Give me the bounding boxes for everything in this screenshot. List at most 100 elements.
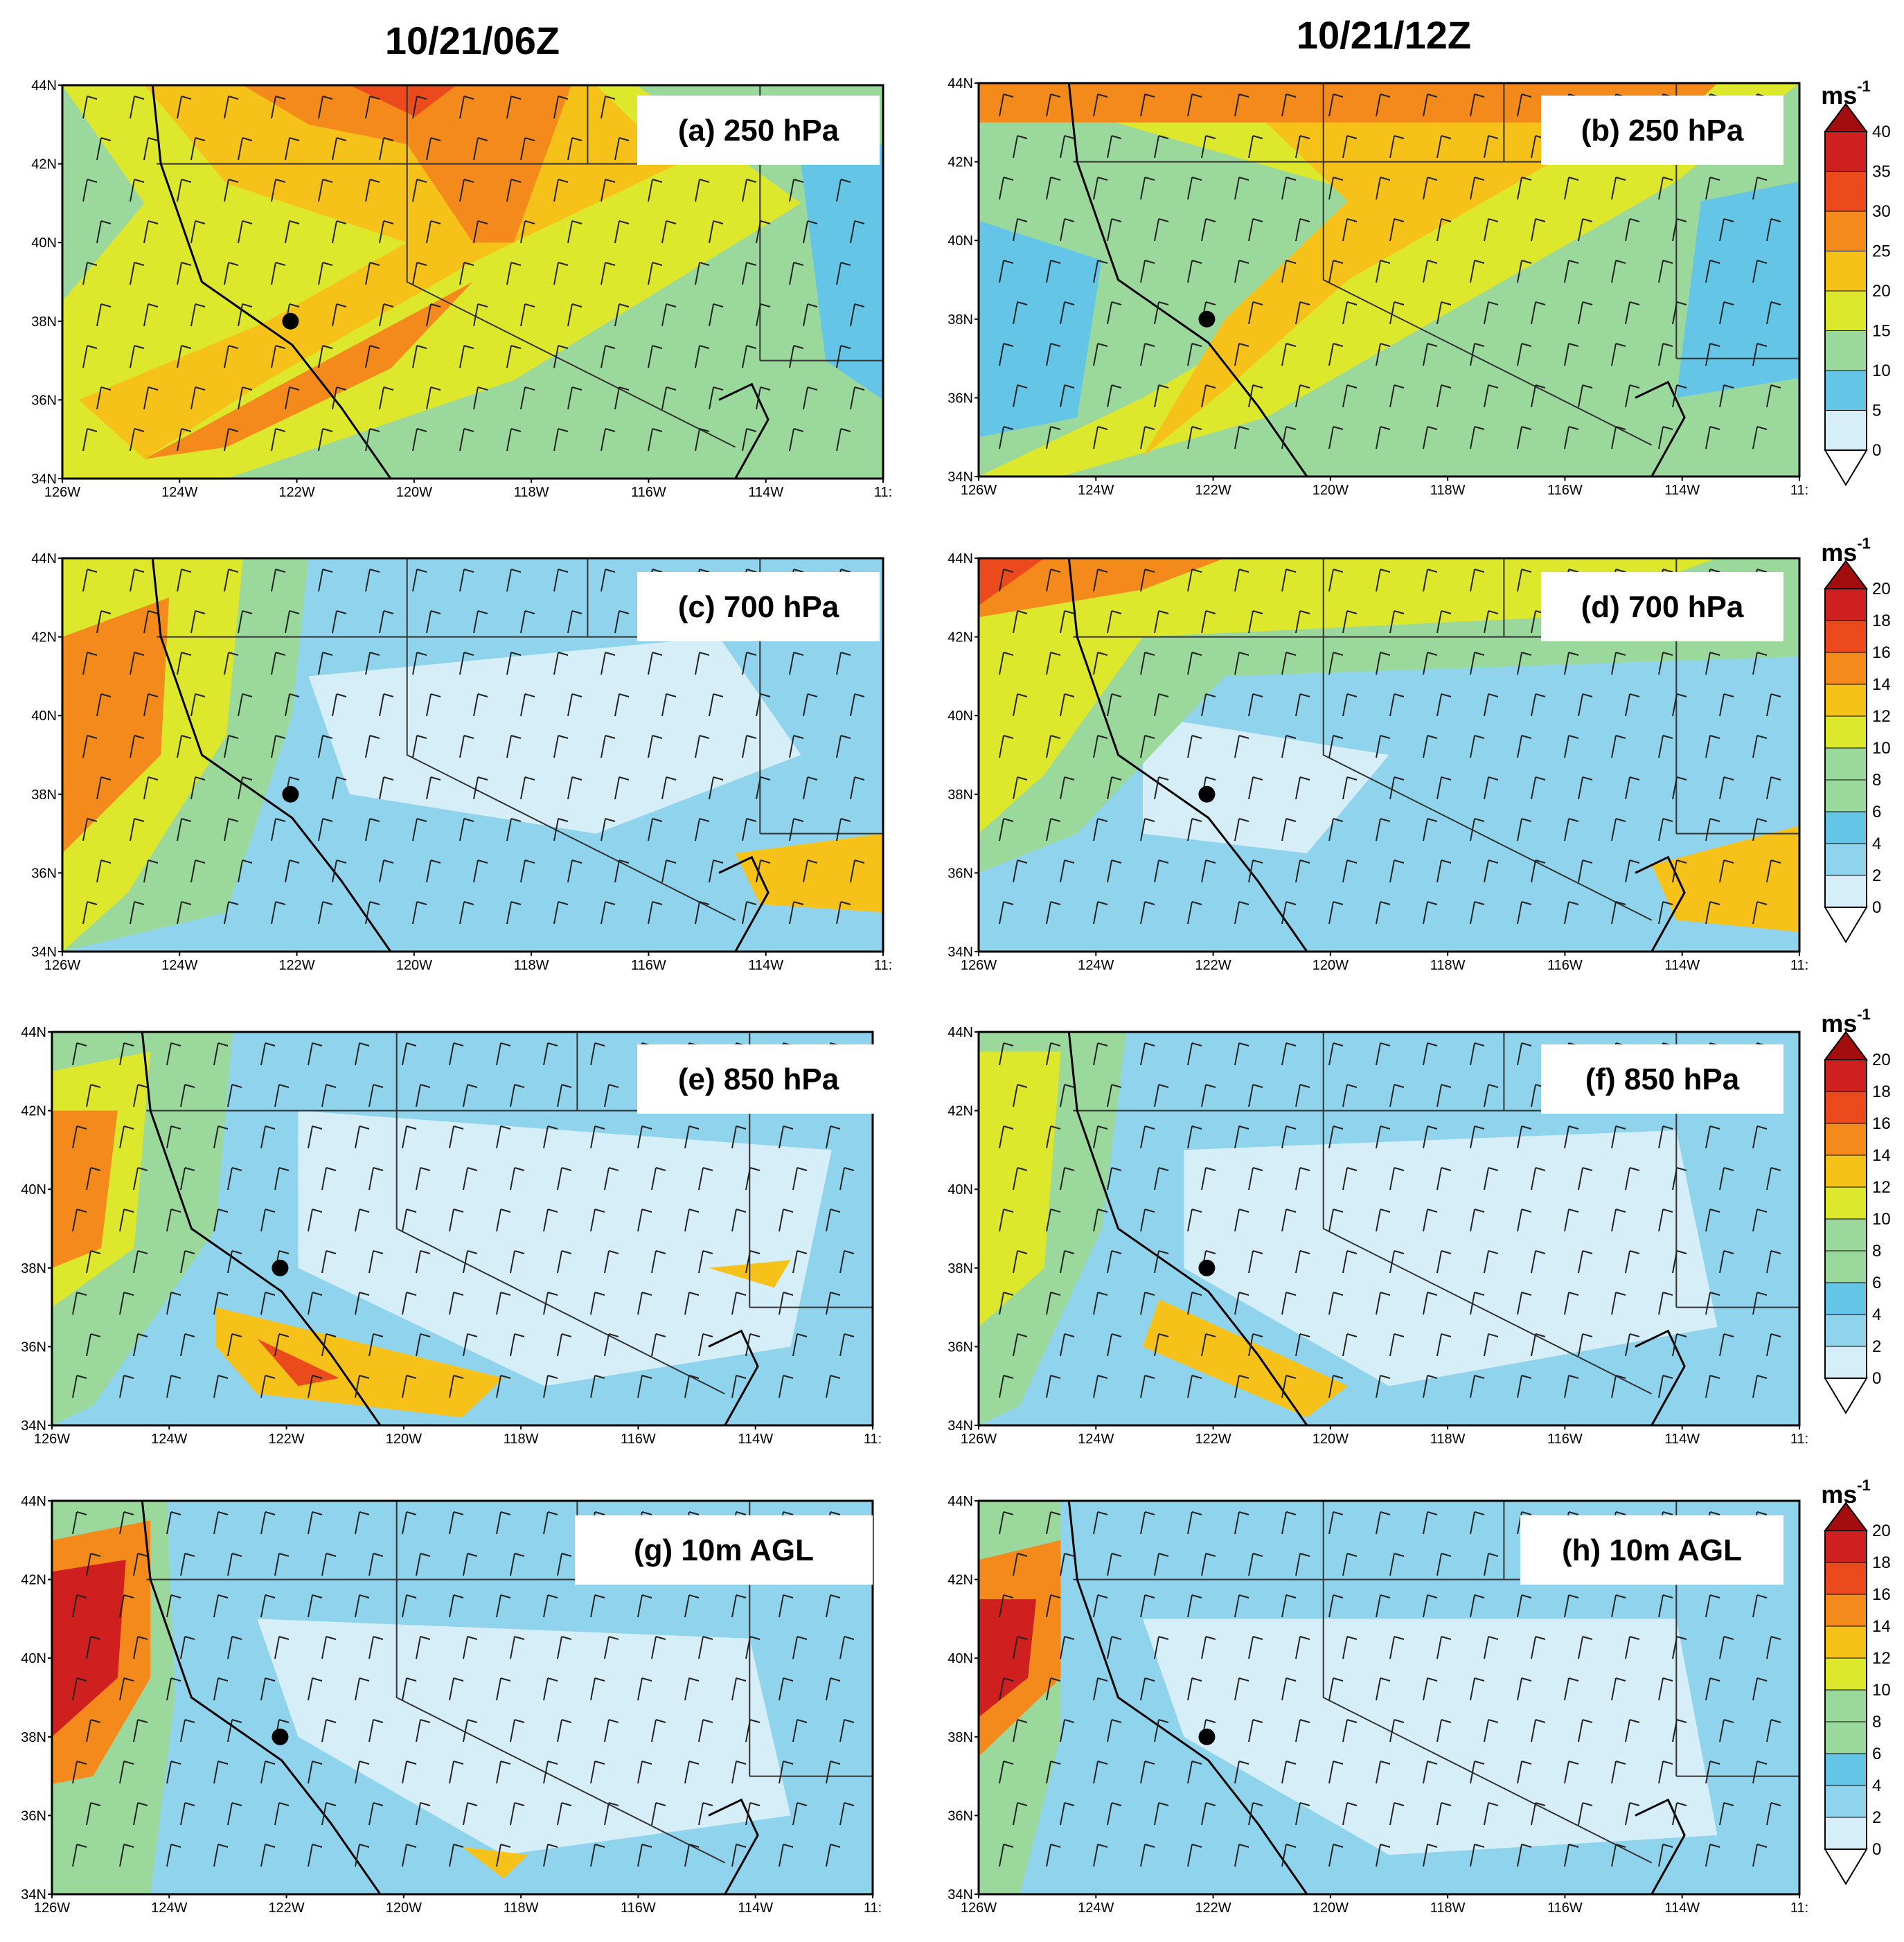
wind-barb xyxy=(426,776,441,800)
wind-barb xyxy=(308,1677,323,1701)
wind-barb xyxy=(1484,301,1499,325)
wind-speed-region xyxy=(462,1846,528,1879)
lat-tick-label: 38N xyxy=(947,1730,973,1745)
wind-barb xyxy=(318,179,333,202)
wind-barb xyxy=(789,652,804,675)
state-boundary xyxy=(406,163,736,448)
colorbar-tick-label: 20 xyxy=(1872,282,1891,301)
wind-barb xyxy=(213,1677,229,1701)
wind-barb xyxy=(368,1084,384,1107)
lon-tick-label: 122W xyxy=(1195,958,1231,973)
wind-barb xyxy=(600,345,616,368)
wind-barb xyxy=(590,1042,605,1066)
panel-label: (a) 250 hPa xyxy=(678,114,839,148)
wind-barb xyxy=(133,1636,148,1659)
wind-barb xyxy=(143,303,159,327)
wind-barb xyxy=(130,428,145,452)
wind-barb xyxy=(143,386,159,410)
wind-speed-region xyxy=(1143,715,1389,853)
wind-barb xyxy=(1328,1511,1344,1535)
wind-barb xyxy=(1013,859,1028,883)
wind-barb xyxy=(826,1677,841,1701)
wind-barb xyxy=(1046,1761,1061,1784)
wind-speed-region xyxy=(257,1339,339,1387)
wind-barb xyxy=(1752,901,1768,925)
wind-barb xyxy=(999,1844,1014,1867)
lat-tick-label: 38N xyxy=(21,1730,46,1745)
wind-barb xyxy=(553,818,569,841)
wind-barb xyxy=(1248,1553,1263,1576)
wind-barb xyxy=(1470,1209,1485,1232)
wind-barb xyxy=(520,386,535,410)
wind-barb xyxy=(1234,1844,1249,1867)
wind-barb xyxy=(1046,818,1061,841)
wind-barb xyxy=(271,818,286,841)
wind-barb xyxy=(130,569,145,592)
wind-barb xyxy=(1013,693,1028,717)
colorbar-unit: ms-1 xyxy=(1821,535,1871,567)
wind-barb xyxy=(1436,301,1452,325)
wind-barb xyxy=(506,345,522,368)
wind-barb xyxy=(1436,859,1452,883)
wind-barb xyxy=(496,1209,511,1232)
wind-barb xyxy=(1672,1636,1687,1659)
colorbar-tick-label: 5 xyxy=(1872,402,1881,420)
wind-barb xyxy=(379,859,394,883)
wind-barb xyxy=(756,776,771,800)
wind-barb xyxy=(590,1594,605,1618)
wind-barb xyxy=(1376,1042,1391,1066)
wind-barb xyxy=(698,1636,713,1659)
river-line xyxy=(718,855,769,952)
wind-barb xyxy=(1625,776,1640,800)
wind-barb xyxy=(72,1209,87,1232)
wind-barb xyxy=(698,1250,713,1274)
wind-barb xyxy=(1564,177,1579,200)
lon-tick-label: 120W xyxy=(1313,1900,1349,1916)
wind-barb xyxy=(1658,1292,1673,1315)
wind-barb xyxy=(648,179,663,202)
wind-barb xyxy=(1295,384,1310,408)
wind-barb xyxy=(1140,426,1155,449)
wind-barb xyxy=(1423,343,1438,366)
wind-barb xyxy=(459,818,474,841)
wind-barb xyxy=(1154,1719,1169,1743)
wind-barb xyxy=(166,1125,181,1149)
wind-barb xyxy=(1625,301,1640,325)
wind-barb xyxy=(177,179,192,202)
wind-barb xyxy=(274,1167,290,1191)
wind-barb xyxy=(1187,1125,1202,1149)
wind-barb xyxy=(463,1333,478,1357)
lat-tick-label: 40N xyxy=(947,1182,973,1197)
wind-barb xyxy=(177,818,192,841)
lon-tick-label: 126W xyxy=(34,1432,70,1447)
wind-barb xyxy=(190,610,206,634)
wind-barb xyxy=(789,428,804,452)
lat-tick-label: 34N xyxy=(21,1418,46,1434)
coastline xyxy=(151,85,392,479)
wind-barb xyxy=(553,901,569,925)
wind-barb xyxy=(510,1719,525,1743)
wind-barb xyxy=(1328,652,1344,675)
wind-barb xyxy=(1060,1636,1075,1659)
wind-barb xyxy=(543,1125,558,1149)
wind-barb xyxy=(1093,569,1108,592)
wind-barb xyxy=(742,345,757,368)
wind-barb xyxy=(180,1084,195,1107)
panel-frame xyxy=(977,557,1801,953)
wind-barb xyxy=(1060,1167,1075,1191)
wind-barb xyxy=(260,1844,276,1867)
lon-tick-label: 122W xyxy=(1195,1900,1231,1916)
colorbar-swatch xyxy=(1824,1091,1867,1124)
wind-barb xyxy=(180,1553,195,1576)
wind-barb xyxy=(412,96,427,119)
wind-barb xyxy=(96,776,112,800)
wind-barb xyxy=(1281,1761,1297,1784)
wind-barb xyxy=(661,303,677,327)
wind-barb xyxy=(379,303,394,327)
wind-barb xyxy=(506,179,522,202)
colorbar-swatch xyxy=(1824,1314,1867,1347)
wind-speed-region xyxy=(979,1599,1036,1718)
lon-tick-label: 118W xyxy=(504,1900,539,1916)
lon-tick-label: 124W xyxy=(161,485,197,500)
wind-barb xyxy=(695,345,710,368)
